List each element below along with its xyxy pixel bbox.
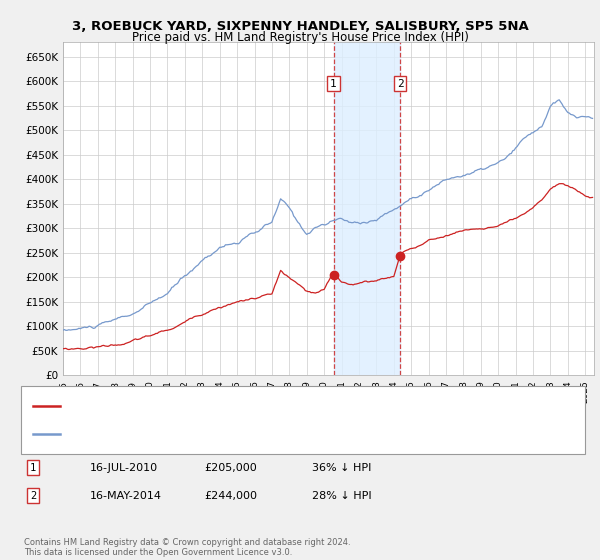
Text: 1: 1 bbox=[330, 78, 337, 88]
Text: 16-MAY-2014: 16-MAY-2014 bbox=[90, 491, 162, 501]
Text: 1: 1 bbox=[30, 463, 36, 473]
Text: 3, ROEBUCK YARD, SIXPENNY HANDLEY, SALISBURY, SP5 5NA (detached house): 3, ROEBUCK YARD, SIXPENNY HANDLEY, SALIS… bbox=[63, 401, 454, 411]
Text: 16-JUL-2010: 16-JUL-2010 bbox=[90, 463, 158, 473]
Text: £244,000: £244,000 bbox=[204, 491, 257, 501]
Text: 36% ↓ HPI: 36% ↓ HPI bbox=[312, 463, 371, 473]
Text: HPI: Average price, detached house, Dorset: HPI: Average price, detached house, Dors… bbox=[63, 429, 277, 439]
Text: Contains HM Land Registry data © Crown copyright and database right 2024.
This d: Contains HM Land Registry data © Crown c… bbox=[24, 538, 350, 557]
Text: 2: 2 bbox=[30, 491, 36, 501]
Text: 28% ↓ HPI: 28% ↓ HPI bbox=[312, 491, 371, 501]
Text: 2: 2 bbox=[397, 78, 404, 88]
Text: 3, ROEBUCK YARD, SIXPENNY HANDLEY, SALISBURY, SP5 5NA: 3, ROEBUCK YARD, SIXPENNY HANDLEY, SALIS… bbox=[71, 20, 529, 32]
Text: Price paid vs. HM Land Registry's House Price Index (HPI): Price paid vs. HM Land Registry's House … bbox=[131, 31, 469, 44]
Text: £205,000: £205,000 bbox=[204, 463, 257, 473]
Bar bbox=[334, 42, 400, 375]
